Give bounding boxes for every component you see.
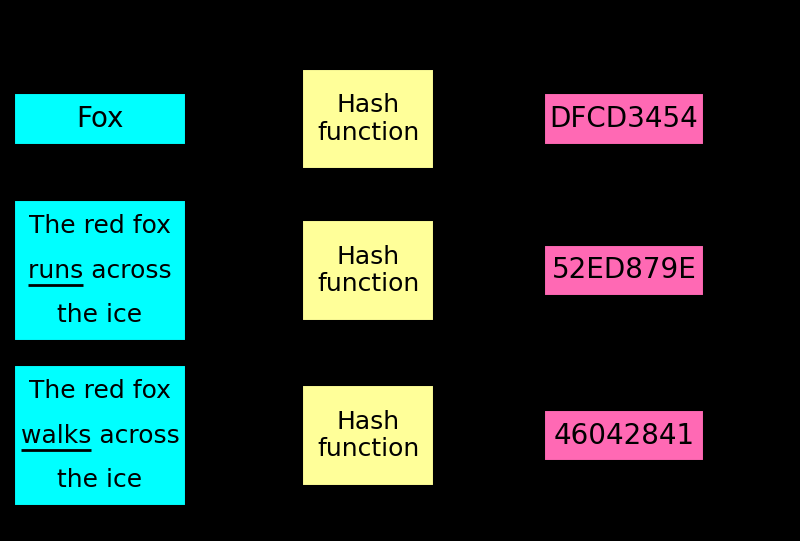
Text: The red fox: The red fox [29,214,171,238]
FancyBboxPatch shape [14,365,186,506]
Text: Hash
function: Hash function [317,245,419,296]
Text: DFCD3454: DFCD3454 [550,105,698,133]
Text: Hash
function: Hash function [317,93,419,145]
FancyBboxPatch shape [14,200,186,341]
Text: 46042841: 46042841 [554,421,694,450]
Text: Hash
function: Hash function [317,410,419,461]
FancyBboxPatch shape [544,410,704,461]
Text: 52ED879E: 52ED879E [551,256,697,285]
Text: the ice: the ice [58,303,142,327]
Text: Fox: Fox [76,105,124,133]
Text: The red fox: The red fox [29,379,171,403]
FancyBboxPatch shape [302,221,434,320]
Text: walks across: walks across [21,424,179,447]
FancyBboxPatch shape [302,385,434,486]
FancyBboxPatch shape [544,93,704,144]
FancyBboxPatch shape [544,245,704,296]
FancyBboxPatch shape [302,69,434,169]
Text: the ice: the ice [58,468,142,492]
FancyBboxPatch shape [14,93,186,144]
Text: runs across: runs across [28,259,172,282]
